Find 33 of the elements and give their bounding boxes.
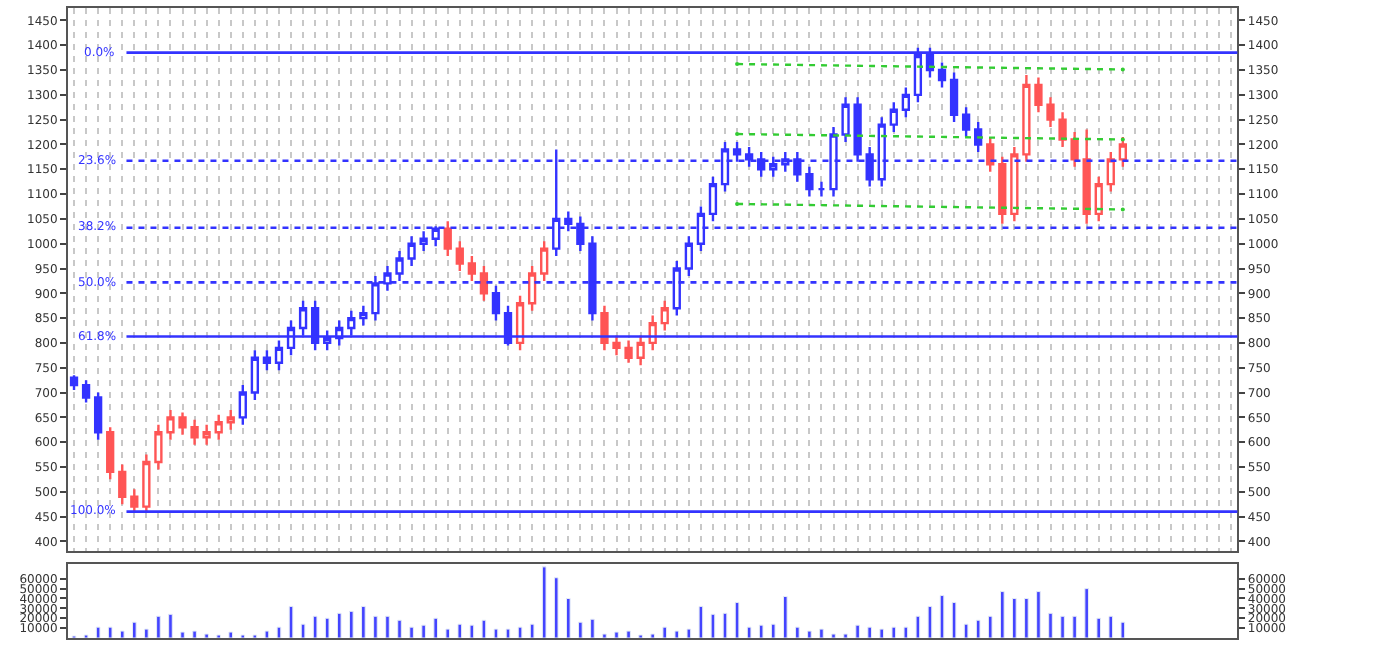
candlestick bbox=[986, 135, 995, 173]
candlestick bbox=[69, 373, 79, 392]
candlestick bbox=[817, 180, 826, 198]
candlestick bbox=[130, 488, 139, 513]
candlestick bbox=[118, 463, 127, 506]
candlestick bbox=[467, 254, 476, 283]
candlestick bbox=[708, 175, 718, 223]
candlestick bbox=[491, 284, 501, 322]
candlestick bbox=[961, 106, 971, 139]
candlestick bbox=[660, 299, 669, 332]
candlestick bbox=[901, 86, 910, 119]
candlestick bbox=[226, 408, 235, 431]
candlestick bbox=[250, 349, 260, 402]
candlestick bbox=[998, 155, 1007, 226]
candlestick bbox=[1106, 150, 1115, 193]
candlestick bbox=[1082, 128, 1091, 226]
candlestick bbox=[684, 235, 693, 278]
candlestick bbox=[540, 240, 549, 283]
candlestick bbox=[515, 294, 525, 352]
candlestick bbox=[262, 349, 272, 372]
candlestick bbox=[527, 264, 537, 312]
candlestick bbox=[238, 383, 247, 426]
candlestick bbox=[93, 391, 103, 441]
candlestick bbox=[1094, 175, 1103, 223]
candlestick bbox=[214, 413, 223, 441]
candlestick bbox=[889, 101, 898, 134]
candlestick bbox=[81, 378, 91, 404]
candlestick bbox=[937, 61, 947, 89]
candlestick bbox=[479, 264, 489, 302]
candlestick bbox=[443, 220, 452, 258]
candlestick bbox=[949, 71, 959, 124]
candlestick bbox=[106, 426, 115, 481]
candlestick bbox=[455, 240, 464, 273]
